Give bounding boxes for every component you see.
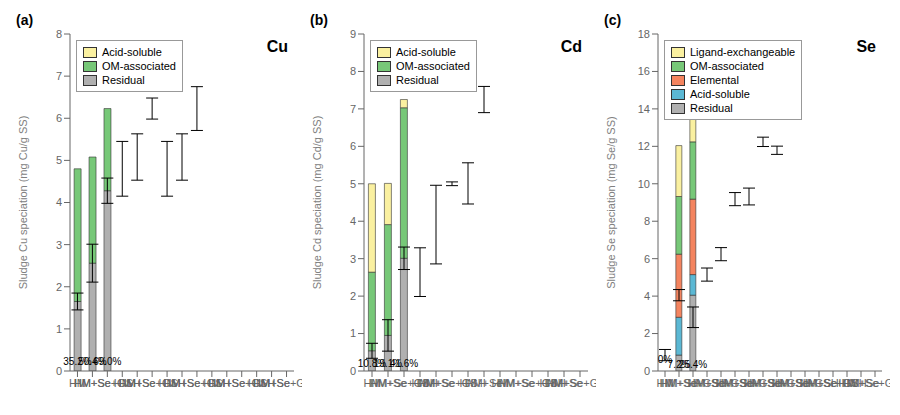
svg-text:2: 2	[56, 281, 62, 293]
svg-text:18: 18	[638, 28, 650, 40]
html-text:Ligand-exchangeable: Ligand-exchangeable	[690, 46, 796, 58]
svg-text:1: 1	[56, 323, 62, 335]
html-text:OM-associated: OM-associated	[102, 60, 176, 72]
svg-text:3: 3	[350, 253, 356, 265]
svg-text:19.1%: 19.1%	[373, 358, 403, 370]
html-text:Residual: Residual	[396, 74, 439, 86]
html-text:Cd: Cd	[560, 38, 582, 55]
svg-text:7: 7	[350, 103, 356, 115]
svg-text:2: 2	[350, 290, 356, 302]
svg-text:HM+Se: HM+Se	[465, 376, 503, 389]
svg-text:8: 8	[644, 215, 650, 227]
svg-text:8: 8	[56, 28, 62, 40]
svg-text:5: 5	[56, 154, 62, 166]
svg-text:0: 0	[350, 365, 356, 377]
html-text:Se: Se	[856, 38, 876, 55]
svg-text:HM+Se+GSH: HM+Se+GSH	[73, 376, 141, 389]
html-text:(a): (a)	[16, 12, 34, 28]
html-text:Residual: Residual	[102, 74, 145, 86]
svg-text:6: 6	[56, 112, 62, 124]
svg-text:6: 6	[350, 140, 356, 152]
svg-text:1: 1	[350, 327, 356, 339]
svg-text:HM+Se+GSH: HM+Se+GSH	[841, 377, 890, 389]
svg-text:HM+Se+GSH: HM+Se+GSH	[370, 376, 438, 389]
html-text:(c): (c)	[604, 12, 622, 28]
svg-text:6: 6	[644, 253, 650, 265]
html-text:OM-associated: OM-associated	[690, 60, 764, 72]
svg-text:16: 16	[638, 65, 650, 77]
svg-text:4: 4	[350, 215, 356, 227]
svg-text:7: 7	[56, 70, 62, 82]
html-text:Cu: Cu	[266, 38, 288, 55]
svg-text:12: 12	[638, 140, 650, 152]
svg-text:4: 4	[644, 290, 650, 302]
svg-text:0: 0	[644, 365, 650, 377]
svg-text:4: 4	[56, 196, 62, 208]
svg-text:14: 14	[638, 103, 650, 115]
svg-text:9: 9	[350, 28, 356, 40]
html-text:Acid-soluble: Acid-soluble	[102, 46, 162, 58]
svg-text:10: 10	[638, 178, 650, 190]
svg-text:0%: 0%	[657, 354, 673, 366]
svg-text:HM+Se+GSH: HM+Se+GSH	[118, 376, 186, 389]
html-text:(b): (b)	[310, 12, 328, 28]
svg-text:HM+Se+GSH: HM+Se+GSH	[546, 377, 596, 389]
html-text:Elemental: Elemental	[690, 74, 739, 86]
html-text:Acid-soluble: Acid-soluble	[396, 46, 456, 58]
html-text:OM-associated: OM-associated	[396, 60, 470, 72]
svg-text:Sludge Se speciation (mg Se/g: Sludge Se speciation (mg Se/g SS)	[605, 116, 617, 288]
html-text:Residual: Residual	[690, 102, 733, 114]
svg-text:HM+Se+GSH: HM+Se+GSH	[163, 376, 231, 389]
svg-text:41.6%: 41.6%	[390, 358, 418, 369]
svg-text:2: 2	[644, 327, 650, 339]
svg-text:25.4%: 25.4%	[679, 359, 707, 370]
svg-text:HM+Se+GSH: HM+Se+GSH	[253, 377, 302, 389]
svg-text:Sludge Cd speciation (mg Cd/g: Sludge Cd speciation (mg Cd/g SS)	[311, 116, 323, 290]
svg-text:Sludge Cu speciation (mg Cu/g: Sludge Cu speciation (mg Cu/g SS)	[17, 116, 29, 290]
svg-text:3: 3	[56, 239, 62, 251]
svg-text:5: 5	[350, 178, 356, 190]
svg-text:HM+Se+GSH: HM+Se+GSH	[418, 376, 486, 389]
html-text:Acid-soluble: Acid-soluble	[690, 88, 750, 100]
svg-text:10.8%: 10.8%	[357, 358, 387, 370]
svg-text:69.0%: 69.0%	[93, 356, 121, 367]
svg-text:0: 0	[56, 365, 62, 377]
svg-text:8: 8	[350, 65, 356, 77]
